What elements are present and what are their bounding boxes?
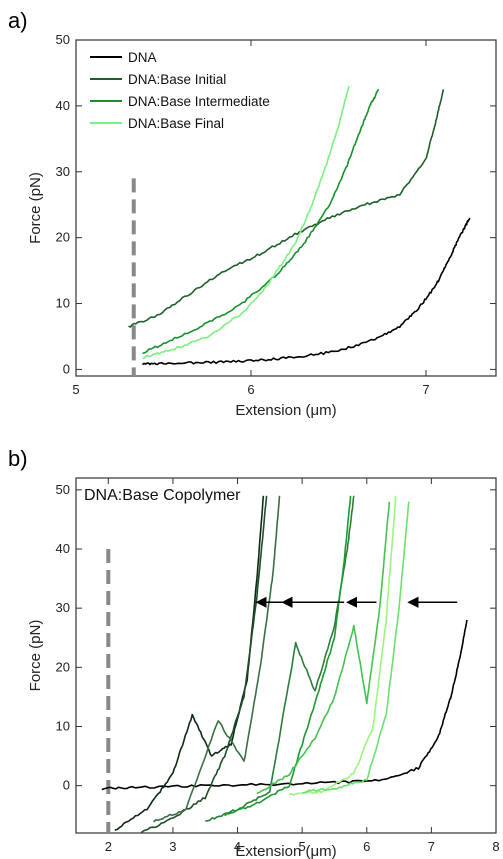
- series-line-8: [288, 495, 397, 796]
- y-tick-label: 40: [56, 98, 70, 113]
- series-line-4: [152, 495, 281, 823]
- series-line-7: [256, 501, 391, 795]
- series-group: [128, 85, 471, 366]
- legend-label: DNA:Base Initial: [128, 72, 226, 87]
- y-tick-label: 30: [56, 600, 70, 615]
- x-tick-label: 4: [234, 839, 241, 854]
- x-tick-label: 2: [105, 839, 112, 854]
- x-axis-label: Extension (μm): [235, 402, 336, 419]
- series-line-1: [142, 217, 471, 366]
- plot-frame: [75, 477, 497, 834]
- x-tick-label: 8: [492, 839, 499, 854]
- y-tick-label: 40: [56, 541, 70, 556]
- x-tick-label: 7: [428, 839, 435, 854]
- chart-title: DNA:Base Copolymer: [84, 487, 241, 504]
- series-line-1: [101, 619, 468, 791]
- series-line-9: [302, 501, 410, 794]
- x-axis-label: Extension (μm): [235, 843, 336, 859]
- y-tick-label: 50: [56, 32, 70, 47]
- plot-frame: [75, 39, 497, 377]
- y-tick-label: 30: [56, 164, 70, 179]
- y-tick-label: 20: [56, 659, 70, 674]
- x-tick-label: 3: [169, 839, 176, 854]
- series-line-4: [142, 85, 350, 359]
- y-axis-label: Force (pN): [27, 620, 44, 692]
- panel-label: b): [8, 446, 28, 471]
- legend-label: DNA:Base Final: [128, 116, 224, 131]
- series-line-5: [205, 495, 355, 822]
- y-axis-label: Force (pN): [27, 172, 44, 244]
- series-line-3: [140, 495, 268, 833]
- x-tick-label: 7: [422, 382, 429, 397]
- panel-label: a): [8, 8, 28, 33]
- x-tick-label: 6: [247, 382, 254, 397]
- series-line-2: [114, 495, 265, 831]
- series-line-3: [142, 88, 380, 355]
- series-line-6: [224, 495, 352, 817]
- legend-label: DNA:Base Intermediate: [128, 94, 270, 109]
- y-tick-label: 20: [56, 230, 70, 245]
- series-line-2: [128, 89, 445, 328]
- series-group: [101, 495, 468, 833]
- y-tick-label: 0: [63, 778, 70, 793]
- x-tick-label: 6: [363, 839, 370, 854]
- legend-label: DNA: [128, 50, 157, 65]
- y-tick-label: 10: [56, 296, 70, 311]
- y-tick-label: 50: [56, 482, 70, 497]
- x-tick-label: 5: [72, 382, 79, 397]
- y-tick-label: 10: [56, 719, 70, 734]
- x-tick-label: 5: [299, 839, 306, 854]
- y-tick-label: 0: [63, 361, 70, 376]
